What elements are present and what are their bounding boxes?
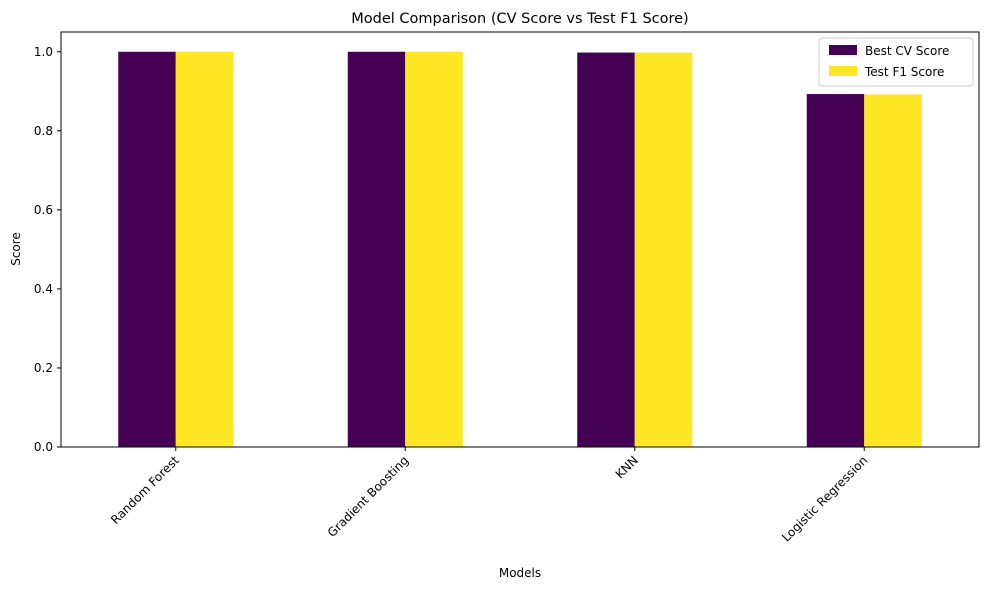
- legend-label: Best CV Score: [865, 44, 949, 58]
- chart-title: Model Comparison (CV Score vs Test F1 Sc…: [351, 11, 688, 27]
- y-tick-label: 0.6: [34, 203, 53, 217]
- y-tick-label: 1.0: [34, 45, 53, 59]
- y-tick-label: 0.0: [34, 440, 53, 454]
- bar-best-cv-2: [577, 52, 635, 448]
- bar-best-cv-1: [347, 51, 406, 448]
- legend-swatch: [829, 66, 857, 76]
- bar-test-f1-3: [864, 94, 922, 447]
- bar-best-cv-3: [806, 94, 865, 448]
- legend-box: [818, 37, 974, 87]
- legend-swatch: [829, 45, 857, 55]
- x-tick-label: KNN: [613, 453, 641, 481]
- plot-frame: [60, 31, 980, 448]
- legend: Best CV Score Test F1 Score: [818, 37, 974, 87]
- y-tick-label: 0.2: [34, 361, 53, 375]
- bar-test-f1-1: [405, 51, 463, 448]
- legend-label: Test F1 Score: [864, 65, 944, 79]
- plot-area: 0.0 0.2 0.4 0.6 0.8 1.0 Random Forest Gradient …: [34, 31, 980, 545]
- x-tick-label: Gradient Boosting: [325, 453, 412, 540]
- bar-test-f1-2: [634, 52, 693, 448]
- x-axis-label: Models: [499, 566, 541, 580]
- bar-best-cv-0: [118, 51, 176, 448]
- x-tick-label: Random Forest: [108, 453, 182, 527]
- y-tick-label: 0.8: [34, 124, 53, 138]
- bar-test-f1-0: [175, 51, 234, 448]
- y-axis-label: Score: [9, 232, 23, 266]
- y-tick-label: 0.4: [34, 282, 53, 296]
- x-tick-label: Logistic Regression: [779, 453, 870, 544]
